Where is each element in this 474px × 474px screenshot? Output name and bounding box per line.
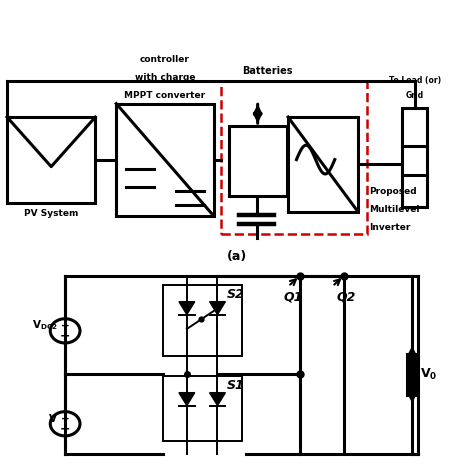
- Text: MPPT converter: MPPT converter: [125, 91, 206, 100]
- Bar: [116, 104, 214, 216]
- Text: +: +: [61, 414, 70, 424]
- Polygon shape: [210, 301, 226, 315]
- Bar: [7, 117, 95, 202]
- Text: S2: S2: [227, 288, 245, 301]
- Text: Inverter: Inverter: [369, 223, 411, 232]
- Text: $\mathbf{V}$: $\mathbf{V}$: [48, 412, 58, 424]
- Bar: [408, 354, 417, 395]
- Text: (a): (a): [227, 250, 247, 263]
- Polygon shape: [210, 392, 226, 406]
- Polygon shape: [179, 301, 195, 315]
- Text: Q1: Q1: [283, 290, 302, 303]
- Text: +: +: [61, 321, 70, 331]
- Text: S1: S1: [227, 379, 245, 392]
- Text: PV System: PV System: [24, 209, 78, 218]
- Text: $\mathbf{V_{DC2}}$: $\mathbf{V_{DC2}}$: [32, 318, 58, 332]
- Text: −: −: [60, 329, 70, 343]
- Text: $\mathbf{V_0}$: $\mathbf{V_0}$: [420, 367, 438, 382]
- Text: Multilevel: Multilevel: [369, 205, 420, 214]
- Text: −: −: [60, 422, 70, 436]
- Bar: [228, 126, 287, 196]
- Text: Batteries: Batteries: [242, 66, 292, 76]
- Bar: [163, 285, 242, 356]
- Polygon shape: [179, 392, 195, 406]
- Bar: [221, 81, 367, 234]
- Text: To Load (or): To Load (or): [389, 76, 441, 85]
- Text: Grid: Grid: [406, 91, 424, 100]
- Text: Proposed: Proposed: [369, 187, 417, 196]
- Text: with charge: with charge: [135, 73, 195, 82]
- Bar: [402, 108, 428, 207]
- Bar: [288, 117, 358, 211]
- Bar: [163, 376, 242, 441]
- Text: Q2: Q2: [337, 290, 356, 303]
- Text: controller: controller: [140, 55, 190, 64]
